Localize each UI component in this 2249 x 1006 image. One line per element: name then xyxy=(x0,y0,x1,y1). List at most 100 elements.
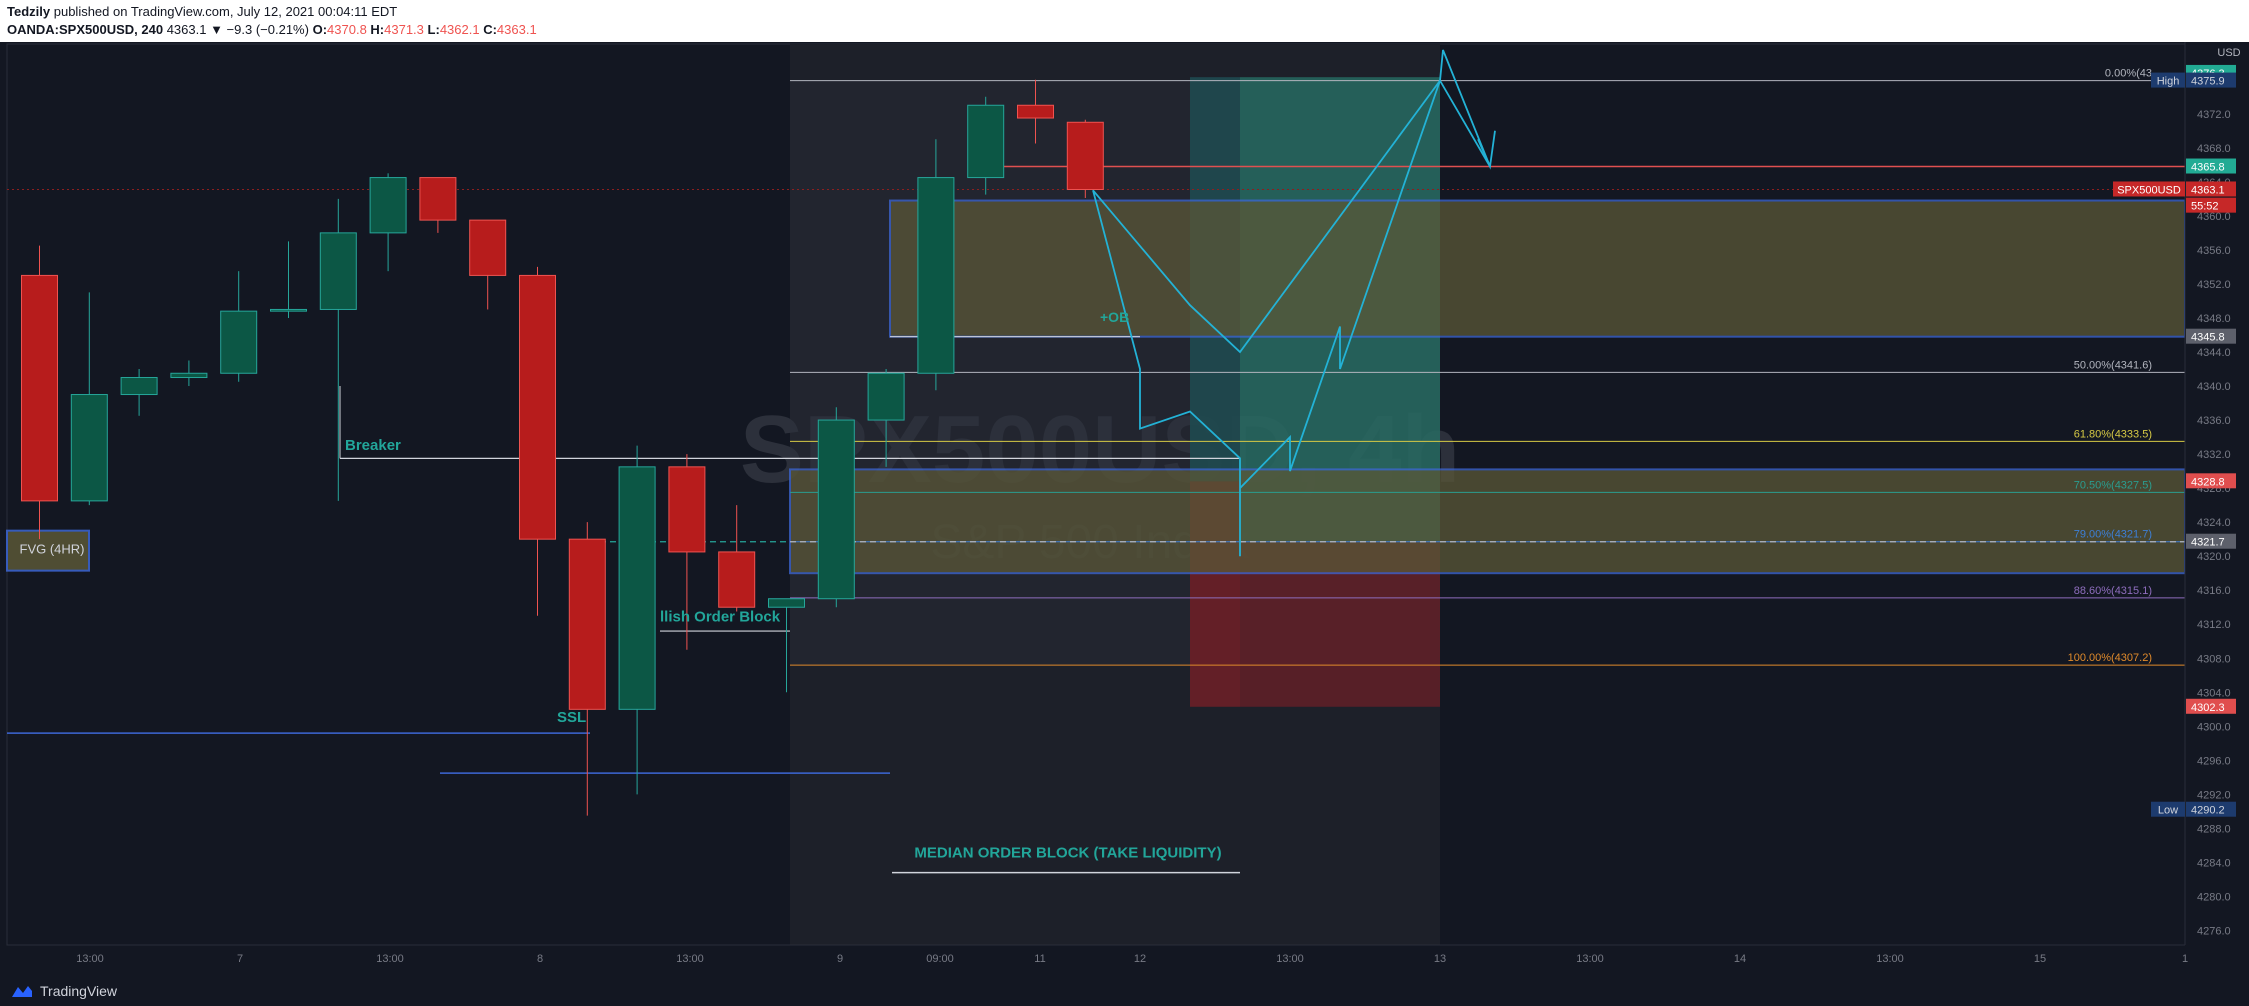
projection-tail xyxy=(1439,49,1491,167)
candle-body[interactable] xyxy=(1066,121,1104,190)
candle-body[interactable] xyxy=(419,177,457,221)
candle-body[interactable] xyxy=(120,377,158,396)
close-label: C: xyxy=(483,22,497,37)
candle-body[interactable] xyxy=(319,232,357,310)
bullish-ob-label: llish Order Block xyxy=(660,609,781,626)
y-tick-label: 4340.0 xyxy=(2197,381,2231,393)
high-value: 4371.3 xyxy=(384,22,424,37)
candle-body[interactable] xyxy=(618,466,656,710)
open-label: O: xyxy=(312,22,328,37)
projection-path-main xyxy=(1092,80,1441,354)
candle-body[interactable] xyxy=(270,308,307,312)
high-label: H: xyxy=(370,22,385,37)
y-tick-label: 4304.0 xyxy=(2197,687,2231,699)
price-tag-value: 4321.7 xyxy=(2191,537,2225,549)
y-tick-label: 4320.0 xyxy=(2197,551,2231,563)
candle-body[interactable] xyxy=(817,419,855,600)
candle-body[interactable] xyxy=(369,177,407,234)
fvg-label: FVG (4HR) xyxy=(20,542,85,557)
price-tag-bg xyxy=(2186,197,2236,213)
low-label: L: xyxy=(427,22,440,37)
y-tick-label: 4280.0 xyxy=(2197,892,2231,904)
x-tick-label: 1 xyxy=(2182,953,2188,965)
candle-body[interactable] xyxy=(21,274,58,502)
symbol-label[interactable]: OANDA:SPX500USD, 240 xyxy=(7,22,164,37)
fvg-zone xyxy=(6,529,90,572)
x-tick-label: 13:00 xyxy=(1876,953,1904,965)
candle-body[interactable] xyxy=(469,219,507,276)
price-chart[interactable]: SPX500USD, 4hS&P 500 Index 0.00%(4350.00… xyxy=(0,42,2249,978)
y-tick-label: 4292.0 xyxy=(2197,789,2231,801)
currency-label: USD xyxy=(2217,47,2240,59)
fib-label: 88.60%(4315.1) xyxy=(2074,585,2152,597)
price-tag-name: Low xyxy=(2158,805,2178,817)
price-tag-value: 4363.1 xyxy=(2191,184,2225,196)
footer-brand: TradingView xyxy=(40,983,118,999)
candle-body[interactable] xyxy=(568,538,606,710)
x-tick-label: 13:00 xyxy=(76,953,104,965)
x-tick-label: 13:00 xyxy=(1576,953,1604,965)
author-name[interactable]: Tedzily xyxy=(7,4,51,19)
price-tag-bg xyxy=(2186,328,2236,344)
price-tag-value: 4290.2 xyxy=(2191,805,2225,817)
price-tag-value: 4365.8 xyxy=(2191,162,2225,174)
y-tick-label: 4336.0 xyxy=(2197,415,2231,427)
x-tick-label: 11 xyxy=(1034,953,1045,965)
y-tick-label: 4348.0 xyxy=(2197,313,2231,325)
y-tick-label: 4296.0 xyxy=(2197,755,2231,767)
projection-arrowhead xyxy=(1477,130,1496,170)
price-tag-bg xyxy=(2186,698,2236,714)
price-tag-bg xyxy=(2186,533,2236,549)
candle-body[interactable] xyxy=(768,598,805,608)
tradingview-logo[interactable]: TradingView xyxy=(8,983,117,999)
fib-label: 61.80%(4333.5) xyxy=(2074,428,2152,440)
price-tag-bg xyxy=(2186,158,2236,174)
ob-zone xyxy=(889,199,2186,338)
price-tag-value: 4328.8 xyxy=(2191,476,2225,488)
candle-body[interactable] xyxy=(967,104,1005,179)
fib-label: 70.50%(4327.5) xyxy=(2074,479,2152,491)
projection-path-alt xyxy=(1092,78,1491,557)
candle-body[interactable] xyxy=(917,177,955,374)
open-value: 4370.8 xyxy=(327,22,367,37)
price-tag-name-bg xyxy=(2151,72,2185,88)
candle-body[interactable] xyxy=(220,310,258,374)
y-tick-label: 4356.0 xyxy=(2197,245,2231,257)
tradingview-cloud-icon xyxy=(12,986,32,997)
candle-body[interactable] xyxy=(867,372,905,421)
x-tick-label: 7 xyxy=(237,953,243,965)
price-tag-value: 55:52 xyxy=(2191,201,2219,213)
price-tag-name-bg xyxy=(2151,801,2185,817)
price-tag-bg xyxy=(2186,181,2236,197)
x-tick-label: 14 xyxy=(1734,953,1746,965)
price-tag-bg xyxy=(2186,801,2236,817)
price-change: ▼ −9.3 (−0.21%) xyxy=(210,22,309,37)
publish-line: Tedzily published on TradingView.com, Ju… xyxy=(7,4,397,19)
publish-header: Tedzily published on TradingView.com, Ju… xyxy=(0,0,2249,42)
fib-label: 79.00%(4321.7) xyxy=(2074,529,2152,541)
x-tick-label: 13:00 xyxy=(376,953,404,965)
ssl-label: SSL xyxy=(557,709,586,726)
candle-body[interactable] xyxy=(668,466,706,553)
candle-body[interactable] xyxy=(519,274,556,540)
bullish-ob-zone xyxy=(789,468,2186,575)
publish-info: published on TradingView.com, July 12, 2… xyxy=(53,4,398,19)
y-tick-label: 4300.0 xyxy=(2197,721,2231,733)
candle-body[interactable] xyxy=(718,551,756,608)
price-tag-bg xyxy=(2186,473,2236,489)
y-tick-label: 4344.0 xyxy=(2197,347,2231,359)
fib-label: 100.00%(4307.2) xyxy=(2068,652,2152,664)
chart-area[interactable]: SPX500USD, 4hS&P 500 Index 0.00%(4350.00… xyxy=(0,42,2249,978)
y-tick-label: 4288.0 xyxy=(2197,823,2231,835)
price-tag-bg xyxy=(2186,72,2236,88)
candle-body[interactable] xyxy=(170,372,208,379)
candle-body[interactable] xyxy=(70,394,108,502)
price-tag-name-bg xyxy=(2113,181,2185,197)
y-tick-label: 4352.0 xyxy=(2197,279,2231,291)
price-tag-name: SPX500USD xyxy=(2117,184,2181,196)
y-tick-label: 4372.0 xyxy=(2197,109,2231,121)
y-tick-label: 4308.0 xyxy=(2197,653,2231,665)
candle-body[interactable] xyxy=(1017,104,1054,119)
low-value: 4362.1 xyxy=(439,22,480,37)
x-tick-label: 09:00 xyxy=(926,953,954,965)
